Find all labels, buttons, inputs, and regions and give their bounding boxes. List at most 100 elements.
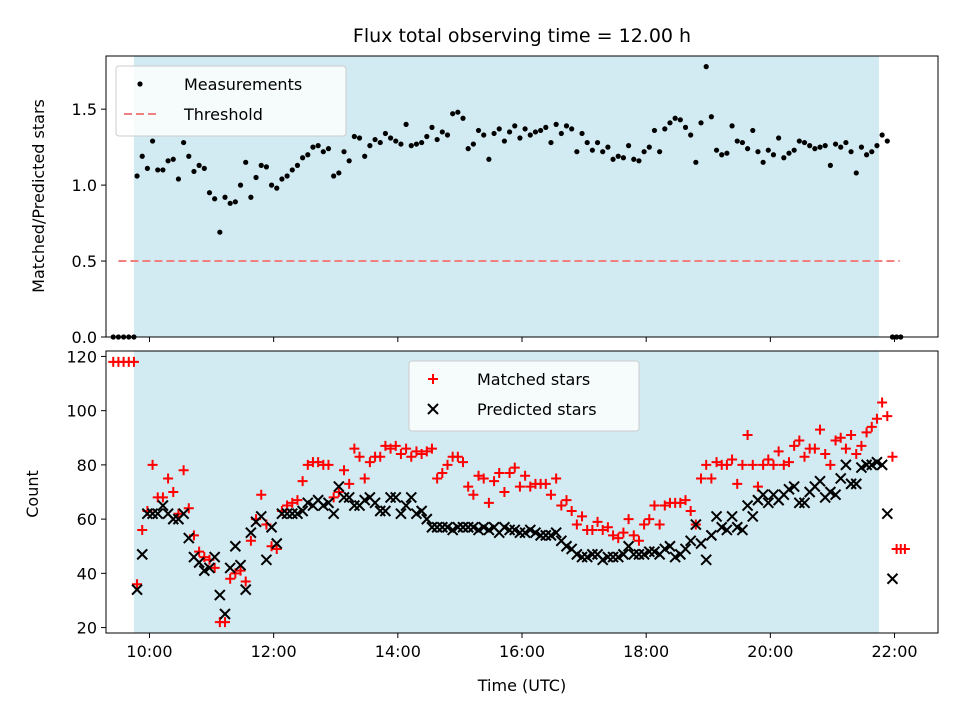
measurement-point [486,156,492,162]
measurement-point [305,152,311,158]
matched-star-point [877,397,888,408]
measurement-point [165,158,171,164]
measurement-point [822,143,828,149]
measurement-point [325,146,332,152]
bottom-xtick-label: 16:00 [499,642,545,661]
matched-star-point [799,451,810,462]
bottom-xtick-label: 20:00 [747,642,793,661]
predicted-star-point [840,459,852,471]
predicted-star-point [643,545,655,558]
matched-star-point [220,617,231,628]
predicted-star-point [886,573,899,585]
measurement-point [248,194,254,200]
predicted-star-point [369,497,381,509]
matched-star-point [551,473,562,484]
predicted-star-point [379,505,392,517]
measurement-point [848,149,854,155]
matched-star-point [706,473,717,484]
matched-star-point [132,579,143,590]
bottom-series-matched-stars [108,356,910,628]
measurement-point [144,165,150,171]
matched-star-point [364,457,375,468]
legend-marker-x [427,403,439,415]
predicted-star-point [586,548,599,561]
matched-star-point [851,449,862,460]
matched-star-point [835,432,846,443]
measurement-point [558,130,564,137]
top-legend-box [115,65,347,137]
predicted-star-point [245,526,257,539]
measurement-point [538,127,544,134]
measurement-point [574,149,580,155]
measurement-point [175,176,182,182]
top-axes-frame [105,55,939,338]
predicted-star-point [421,513,433,525]
bottom-xtick-label: 10:00 [126,642,172,661]
matched-star-point [721,459,732,470]
top-panel-title: Flux total observing time = 12.00 h [353,25,691,47]
matched-star-point [128,356,139,367]
measurement-point [605,144,611,150]
measurement-point [243,159,249,165]
measurement-point [341,149,347,155]
matched-star-point [597,524,608,535]
measurement-point [827,162,833,168]
measurement-point [387,135,394,141]
measurement-point [734,138,740,144]
matched-star-point [644,514,655,525]
bottom-legend-box [408,360,640,432]
bottom-ytick-label: 20 [77,619,97,638]
top-legend: Measurements Threshold [115,65,347,137]
predicted-star-point [607,551,619,563]
predicted-star-point [322,497,335,509]
predicted-star-point [679,543,692,555]
matched-star-point [540,478,551,489]
measurement-point [682,124,689,130]
measurement-point [569,126,575,132]
matched-star-point [287,497,298,508]
predicted-star-point [146,507,159,520]
matched-star-point [452,451,463,462]
matched-star-point [825,459,836,470]
matched-star-point [561,495,572,506]
measurement-point [481,132,487,138]
matched-star-point [437,468,448,479]
measurement-point [781,155,787,161]
predicted-star-point [726,510,738,523]
measurement-point [838,144,844,150]
bottom-xtick-label: 12:00 [251,642,297,661]
matched-star-point [701,459,712,470]
matched-star-point [256,489,267,500]
predicted-star-point [395,507,407,520]
measurement-point [744,146,751,152]
measurement-point [217,229,223,235]
matched-star-point [633,535,644,546]
measurement-point [408,143,414,149]
measurement-point [263,164,269,170]
measurement-point [253,174,259,181]
measurement-point [149,138,156,144]
matched-star-point [899,543,910,554]
predicted-star-point [628,548,640,561]
measurement-point [672,115,678,121]
matched-star-point [489,476,500,487]
matched-star-point [747,459,758,470]
bottom-xtick-label: 18:00 [623,642,669,661]
measurement-point [543,124,549,130]
top-panel: 0.0 0.5 1.0 1.5 Measurements Threshold Flux to… [29,25,939,347]
measurement-point [372,136,378,143]
predicted-star-point [721,524,733,536]
matched-star-point [696,473,707,484]
measurement-point [258,162,264,168]
predicted-star-point [431,521,443,533]
matched-star-point [483,497,494,508]
measurement-point [610,156,616,162]
predicted-star-point [405,491,417,504]
measurement-point [693,159,699,165]
matched-star-point [556,500,567,511]
measurement-point [444,132,451,138]
measurement-point [646,144,652,150]
matched-star-point [157,492,168,503]
matched-star-point [773,446,784,457]
measurement-point [708,114,714,120]
